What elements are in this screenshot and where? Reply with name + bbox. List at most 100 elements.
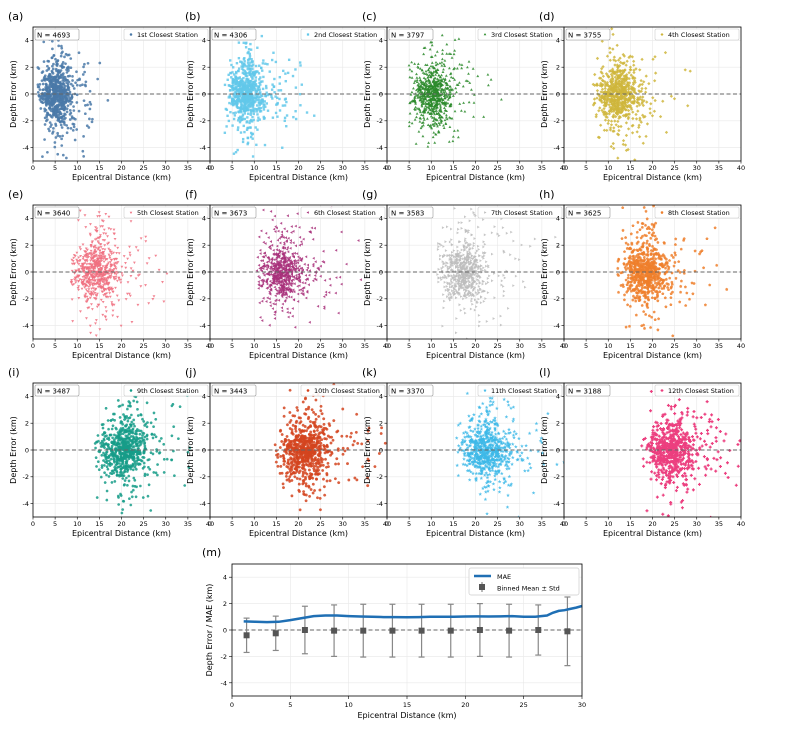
data-point	[64, 100, 67, 103]
data-point	[484, 233, 487, 236]
data-point	[654, 99, 657, 102]
data-point	[472, 115, 475, 117]
data-point	[450, 72, 453, 75]
data-point	[236, 99, 238, 101]
data-point	[229, 89, 231, 91]
data-point	[248, 100, 250, 102]
data-point	[64, 85, 67, 88]
data-point	[43, 60, 46, 63]
data-point	[49, 82, 52, 85]
data-point	[238, 19, 240, 21]
data-point	[82, 135, 85, 138]
data-point	[72, 105, 75, 108]
data-point	[599, 124, 602, 127]
data-point	[613, 56, 616, 59]
data-point	[432, 131, 435, 134]
data-point	[290, 296, 292, 299]
data-point	[265, 300, 268, 303]
data-point	[256, 104, 258, 106]
data-point	[89, 90, 92, 93]
data-point	[41, 155, 44, 158]
data-point	[453, 249, 456, 252]
data-point	[636, 109, 639, 112]
data-point	[78, 78, 81, 81]
data-point	[96, 78, 99, 81]
data-point	[224, 84, 226, 86]
data-point	[60, 104, 63, 107]
data-point	[275, 103, 277, 105]
data-point	[418, 76, 421, 79]
data-point	[312, 257, 314, 260]
data-point	[258, 301, 261, 304]
panel-label: (f)	[185, 188, 197, 201]
data-point	[472, 67, 475, 70]
data-point	[37, 91, 40, 94]
data-point	[234, 114, 236, 116]
data-point	[471, 298, 474, 301]
data-point	[452, 140, 455, 143]
data-point	[449, 126, 452, 129]
data-point	[247, 137, 249, 139]
x-tick-label: 5	[407, 164, 411, 172]
n-count-text: N = 3673	[214, 210, 247, 218]
data-point	[226, 115, 228, 117]
data-point	[238, 111, 240, 113]
data-point	[55, 69, 58, 72]
data-point	[260, 259, 263, 262]
data-point	[448, 140, 451, 143]
data-point	[296, 252, 299, 255]
data-point	[259, 83, 261, 85]
data-point	[491, 253, 494, 256]
data-point	[411, 91, 414, 94]
data-point	[296, 285, 298, 288]
data-point	[291, 315, 294, 318]
data-point	[263, 262, 265, 265]
data-point	[457, 228, 460, 231]
data-point	[340, 283, 343, 286]
data-point	[281, 310, 283, 313]
data-point	[72, 109, 75, 112]
data-point	[654, 71, 657, 74]
data-point	[238, 89, 240, 91]
data-point	[60, 52, 63, 55]
data-point	[51, 98, 54, 101]
data-point	[140, 237, 143, 240]
data-point	[427, 111, 430, 114]
data-point	[445, 43, 448, 46]
x-tick-label: 25	[316, 164, 324, 172]
data-point	[293, 282, 296, 285]
data-point	[273, 286, 276, 289]
data-point	[61, 135, 64, 138]
data-point	[41, 71, 44, 74]
data-point	[443, 300, 446, 303]
data-point	[144, 284, 147, 287]
data-point	[273, 86, 275, 88]
data-point	[450, 238, 453, 241]
data-point	[225, 108, 227, 110]
data-point	[94, 322, 97, 325]
data-point	[631, 111, 634, 114]
data-point	[269, 301, 271, 304]
data-point	[478, 314, 481, 317]
data-point	[162, 301, 165, 304]
data-point	[104, 213, 107, 216]
data-point	[56, 73, 59, 76]
data-point	[281, 306, 284, 309]
data-point	[314, 274, 317, 277]
y-tick-label: -4	[200, 322, 206, 330]
data-point	[92, 285, 95, 288]
data-point	[294, 326, 297, 329]
data-point	[46, 111, 49, 114]
data-point	[269, 70, 271, 72]
data-point	[491, 279, 494, 282]
data-point	[129, 254, 132, 257]
data-point	[255, 76, 257, 78]
data-point	[51, 48, 54, 51]
data-point	[126, 293, 129, 296]
data-point	[273, 78, 275, 80]
data-point	[243, 99, 245, 101]
data-point	[458, 37, 461, 40]
